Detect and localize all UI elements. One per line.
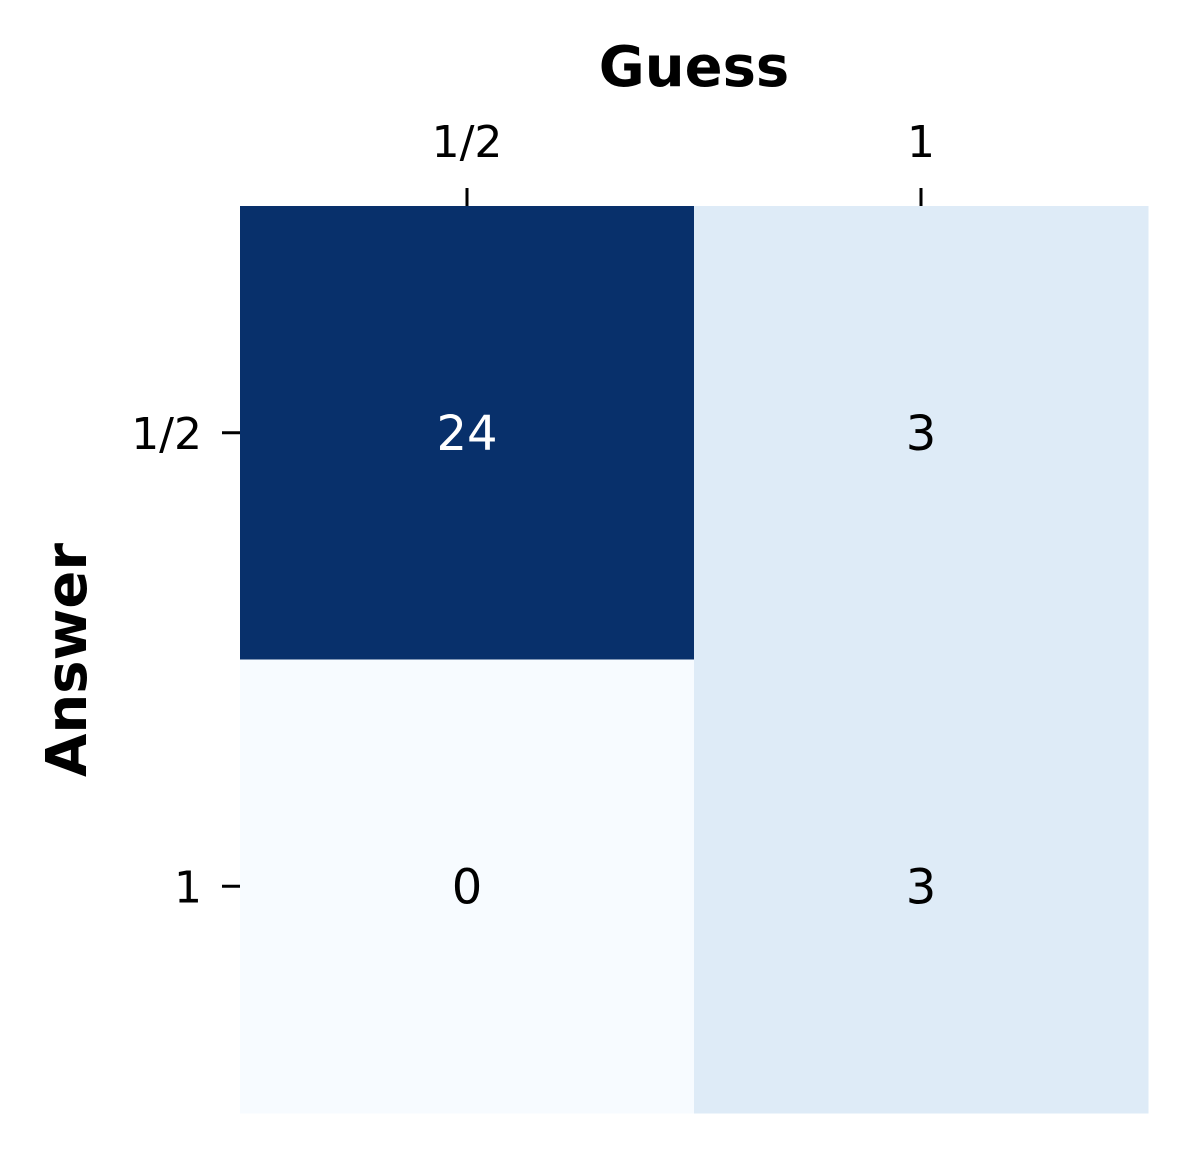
y-axis-title: Answer (35, 543, 100, 777)
x-tick-label-0: 1/2 (432, 117, 503, 168)
heatmap-cell-labels: 24 3 0 3 (436, 406, 936, 916)
heatmap-cell-r1-c0 (240, 659, 695, 1114)
cell-value-label-r0-c0: 24 (436, 406, 497, 462)
y-axis-ticks: 1/2 1 (131, 409, 240, 913)
heatmap-cell-r0-c0 (240, 206, 695, 660)
y-tick-label-0: 1/2 (131, 409, 202, 460)
x-axis-title: Guess (599, 35, 789, 100)
cell-value-label-r1-c1: 3 (906, 859, 937, 915)
y-tick-label-1: 1 (174, 862, 202, 913)
x-tick-label-1: 1 (907, 117, 935, 168)
heatmap-cell-r0-c1 (694, 206, 1149, 660)
cell-value-label-r0-c1: 3 (906, 406, 937, 462)
x-axis-ticks: 1/2 1 (432, 117, 935, 206)
cell-value-label-r1-c0: 0 (452, 859, 483, 915)
heatmap-cells (240, 206, 1149, 1114)
heatmap-cell-r1-c1 (694, 659, 1149, 1114)
